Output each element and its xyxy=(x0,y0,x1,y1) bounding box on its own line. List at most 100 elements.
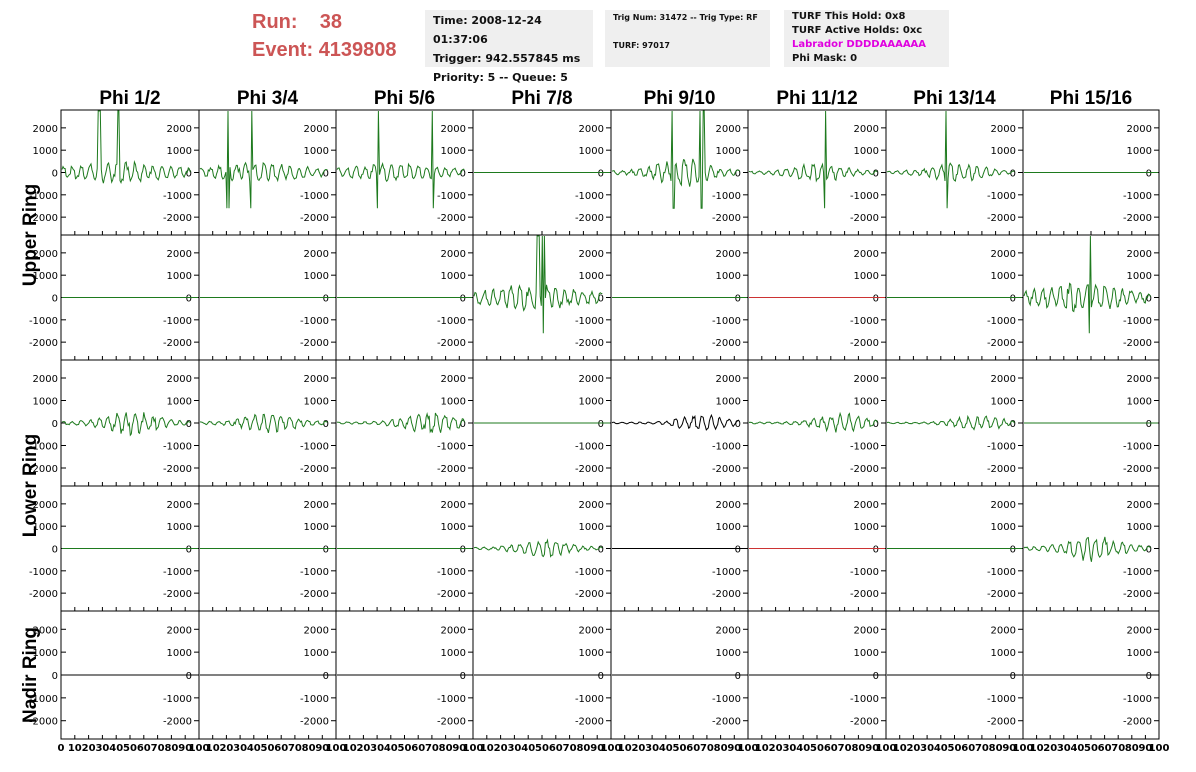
y-tick-label: 1000 xyxy=(579,522,604,533)
y-tick-label: 0 xyxy=(735,671,741,682)
waveform-trace xyxy=(336,110,465,209)
y-tick-label: -2000 xyxy=(712,589,741,600)
y-tick-label: 2000 xyxy=(1127,249,1152,260)
x-tick-label: 70 xyxy=(975,743,989,754)
y-tick-label: 0 xyxy=(460,545,466,556)
x-tick-label: 80 xyxy=(302,743,316,754)
y-tick-label: 0 xyxy=(186,545,192,556)
x-tick-label: 90 xyxy=(865,743,879,754)
x-tick-label: 80 xyxy=(576,743,590,754)
run-row: Run: 38 xyxy=(252,8,397,36)
y-tick-label: 0 xyxy=(460,169,466,180)
y-tick-label: 1000 xyxy=(304,271,329,282)
y-tick-label: 2000 xyxy=(441,374,466,385)
y-tick-label: 2000 xyxy=(167,500,192,511)
x-tick-label: 100 xyxy=(738,743,759,754)
event-row: Event: 4139808 xyxy=(252,36,397,64)
y-tick-label: 1000 xyxy=(1127,271,1152,282)
y-tick-label: 1000 xyxy=(716,271,741,282)
y-tick-label: -1000 xyxy=(712,316,741,327)
x-tick-label: 10 xyxy=(480,743,494,754)
x-tick-label: 100 xyxy=(876,743,897,754)
y-tick-label: 0 xyxy=(598,419,604,430)
y-tick-label: 0 xyxy=(186,294,192,305)
y-tick-label: -2000 xyxy=(1123,213,1152,224)
waveform-trace xyxy=(1023,536,1151,562)
y-tick-label: -1000 xyxy=(712,191,741,202)
y-tick-label: 0 xyxy=(52,671,58,682)
y-tick-label: 2000 xyxy=(716,124,741,135)
y-tick-label: 0 xyxy=(1146,169,1152,180)
y-tick-label: 0 xyxy=(323,169,329,180)
x-tick-label: 90 xyxy=(590,743,604,754)
x-tick-label: 60 xyxy=(274,743,288,754)
y-tick-label: 1000 xyxy=(1127,648,1152,659)
y-tick-label: -1000 xyxy=(300,191,329,202)
y-tick-label: -2000 xyxy=(987,717,1016,728)
y-tick-label: 2000 xyxy=(33,500,58,511)
y-tick-label: 0 xyxy=(460,294,466,305)
x-tick-label: 20 xyxy=(82,743,96,754)
waveform-trace xyxy=(748,110,878,209)
column-title: Phi 5/6 xyxy=(374,88,435,109)
x-tick-label: 20 xyxy=(494,743,508,754)
labrador-text: Labrador DDDDAAAAAA xyxy=(792,39,927,50)
x-tick-label: 10 xyxy=(618,743,632,754)
x-tick-label: 50 xyxy=(535,743,549,754)
y-tick-label: 1000 xyxy=(167,146,192,157)
y-tick-label: 2000 xyxy=(304,500,329,511)
column-title: Phi 7/8 xyxy=(511,88,572,109)
y-tick-label: 2000 xyxy=(716,249,741,260)
y-tick-label: 2000 xyxy=(854,500,879,511)
x-tick-label: 20 xyxy=(769,743,783,754)
y-tick-label: -1000 xyxy=(850,316,879,327)
x-tick-label: 70 xyxy=(700,743,714,754)
y-tick-label: 1000 xyxy=(716,648,741,659)
y-tick-label: 2000 xyxy=(33,374,58,385)
y-tick-label: -2000 xyxy=(29,338,58,349)
x-tick-label: 80 xyxy=(164,743,178,754)
x-tick-label: 40 xyxy=(934,743,948,754)
y-tick-label: -2000 xyxy=(712,213,741,224)
y-tick-label: 0 xyxy=(52,294,58,305)
y-tick-label: -1000 xyxy=(1123,316,1152,327)
y-tick-label: -2000 xyxy=(300,589,329,600)
y-tick-label: -1000 xyxy=(987,191,1016,202)
y-tick-label: 1000 xyxy=(33,648,58,659)
y-tick-label: -1000 xyxy=(300,442,329,453)
y-tick-label: -2000 xyxy=(987,589,1016,600)
waveform-trace xyxy=(473,538,603,558)
x-tick-label: 100 xyxy=(1013,743,1034,754)
y-tick-label: 0 xyxy=(735,169,741,180)
x-tick-label: 10 xyxy=(68,743,82,754)
y-tick-label: 2000 xyxy=(991,625,1016,636)
y-tick-label: -2000 xyxy=(575,338,604,349)
y-tick-label: -1000 xyxy=(163,694,192,705)
y-tick-label: -1000 xyxy=(29,567,58,578)
y-tick-label: -2000 xyxy=(1123,338,1152,349)
y-tick-label: 2000 xyxy=(1127,500,1152,511)
y-tick-label: 1000 xyxy=(854,648,879,659)
y-tick-label: -1000 xyxy=(712,567,741,578)
y-tick-label: -2000 xyxy=(987,338,1016,349)
y-tick-label: -2000 xyxy=(437,338,466,349)
x-tick-label: 50 xyxy=(261,743,275,754)
y-tick-label: -1000 xyxy=(1123,442,1152,453)
y-tick-label: -1000 xyxy=(300,694,329,705)
y-tick-label: -2000 xyxy=(712,717,741,728)
x-tick-label: 100 xyxy=(601,743,622,754)
x-tick-label: 70 xyxy=(288,743,302,754)
y-tick-label: 2000 xyxy=(304,249,329,260)
y-tick-label: 2000 xyxy=(854,124,879,135)
turf-text: TURF: 97017 xyxy=(613,41,670,50)
x-tick-label: 90 xyxy=(178,743,192,754)
y-tick-label: -1000 xyxy=(29,191,58,202)
x-tick-label: 70 xyxy=(563,743,577,754)
y-tick-label: -1000 xyxy=(987,316,1016,327)
y-tick-label: 1000 xyxy=(716,146,741,157)
y-tick-label: -2000 xyxy=(575,589,604,600)
y-tick-label: -2000 xyxy=(1123,717,1152,728)
y-tick-label: -2000 xyxy=(163,338,192,349)
y-tick-label: 2000 xyxy=(579,374,604,385)
y-tick-label: 0 xyxy=(323,294,329,305)
